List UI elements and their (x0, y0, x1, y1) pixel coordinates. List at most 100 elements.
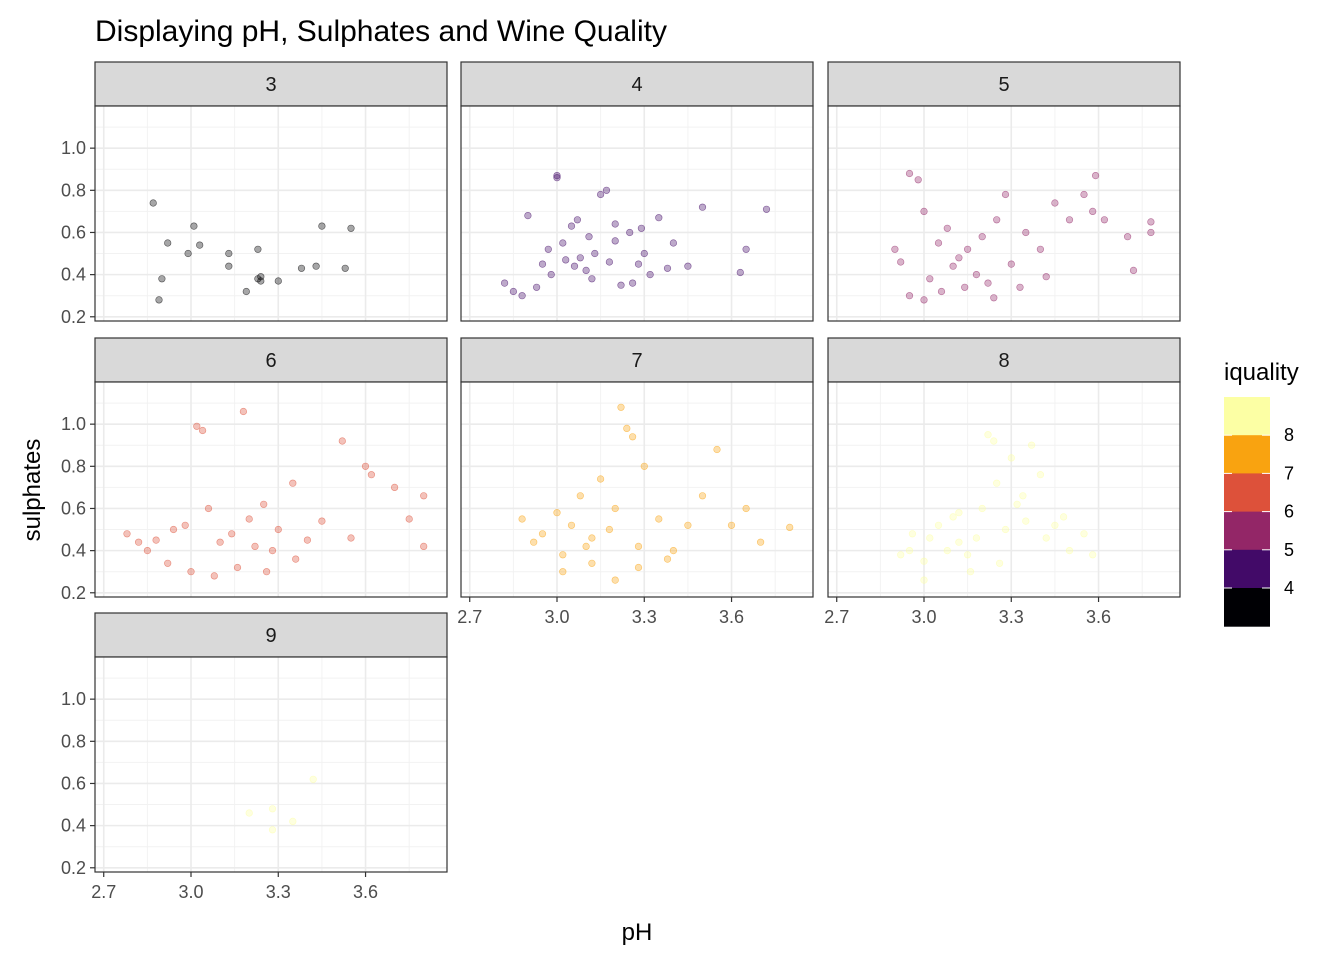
data-point (1065, 216, 1074, 224)
data-point (905, 292, 914, 300)
data-point (995, 559, 1004, 567)
data-point (268, 826, 277, 834)
legend-swatch (1224, 435, 1270, 474)
data-point (538, 260, 547, 268)
data-point (588, 275, 596, 283)
data-point (420, 492, 428, 500)
legend: iquality 8 7 6 5 4 (1224, 359, 1299, 627)
facet-panels: 3 4 5 6 7 8 9 (94, 61, 1181, 873)
data-point (303, 536, 312, 544)
legend-label: 7 (1284, 463, 1294, 483)
y-tick-label: 0.8 (61, 180, 86, 200)
data-point (1129, 266, 1138, 275)
data-point (1022, 228, 1030, 237)
data-point (655, 515, 663, 523)
facet-panel-8: 8 (827, 337, 1181, 598)
y-tick-label: 0.2 (61, 307, 86, 327)
legend-label: 6 (1284, 502, 1294, 522)
data-point (1042, 273, 1050, 281)
legend-swatch (1224, 549, 1270, 589)
data-point (943, 224, 951, 232)
data-point (990, 437, 998, 445)
data-point (559, 568, 567, 576)
data-point (634, 563, 643, 572)
data-point (727, 521, 736, 529)
y-tick-label: 0.6 (61, 222, 86, 242)
data-point (934, 239, 943, 247)
data-point (242, 287, 250, 296)
x-tick-label: 3.6 (353, 882, 378, 902)
facet-panel-3: 3 (94, 61, 448, 322)
x-axis-title: pH (622, 919, 653, 946)
legend-label: 5 (1284, 540, 1294, 560)
data-point (1027, 441, 1036, 449)
data-point (318, 222, 326, 230)
plot-area (461, 382, 813, 597)
data-point (559, 551, 567, 559)
data-point (1001, 525, 1010, 534)
y-tick-label: 0.8 (61, 456, 86, 476)
gridlines (461, 106, 813, 321)
legend-swatch (1224, 511, 1270, 551)
data-point (341, 264, 349, 272)
data-point (391, 483, 399, 492)
data-point (225, 262, 233, 270)
panel-border (460, 381, 814, 598)
x-tick-label: 3.0 (178, 882, 203, 902)
data-point (937, 287, 946, 296)
data-point (1036, 471, 1044, 479)
data-point (588, 534, 596, 542)
data-point (669, 239, 678, 247)
data-point (905, 546, 914, 555)
data-point (891, 245, 899, 253)
data-point (268, 805, 277, 813)
data-point (149, 199, 157, 207)
x-tick-label: 3.6 (1086, 607, 1111, 627)
y-axis-ticks: 0.2 0.4 0.6 0.8 1.0 0.2 0.4 0.6 0.8 1.0 0.2 0.4 0.6 0… (61, 138, 95, 878)
data-point (245, 809, 253, 817)
data-point (949, 513, 957, 521)
data-point (756, 538, 765, 546)
data-point (605, 258, 614, 266)
data-point (1147, 228, 1155, 237)
facet-strip (827, 337, 1181, 383)
data-point (216, 538, 224, 546)
y-tick-label: 1.0 (61, 689, 86, 709)
data-point (544, 245, 552, 253)
data-point (611, 576, 619, 584)
data-point (596, 475, 605, 483)
data-point (547, 271, 555, 279)
data-point (518, 292, 526, 300)
data-point (538, 530, 547, 538)
data-point (934, 521, 943, 529)
x-tick-label: 2.7 (824, 607, 849, 627)
data-point (367, 471, 376, 479)
scatter-points (149, 199, 355, 304)
data-point (786, 523, 794, 532)
gridlines (95, 382, 447, 597)
data-point (920, 207, 928, 215)
data-point (199, 426, 207, 435)
data-point (993, 479, 1001, 487)
plot-area (828, 106, 1180, 321)
scatter-points (501, 172, 771, 300)
data-point (158, 275, 166, 283)
x-tick-label: 3.0 (911, 607, 936, 627)
data-point (1091, 172, 1100, 180)
data-point (908, 530, 917, 538)
data-point (742, 245, 750, 253)
data-point (204, 504, 213, 513)
data-point (972, 271, 981, 279)
plot-area (95, 382, 447, 597)
data-point (225, 249, 233, 258)
data-point (634, 260, 643, 268)
chart-title: Displaying pH, Sulphates and Wine Qualit… (95, 15, 667, 48)
gridlines (95, 106, 447, 321)
data-point (567, 222, 576, 230)
data-point (347, 534, 355, 542)
data-point (617, 281, 625, 289)
facet-panel-5: 5 (827, 61, 1181, 322)
data-point (1147, 218, 1155, 226)
data-point (347, 224, 355, 232)
